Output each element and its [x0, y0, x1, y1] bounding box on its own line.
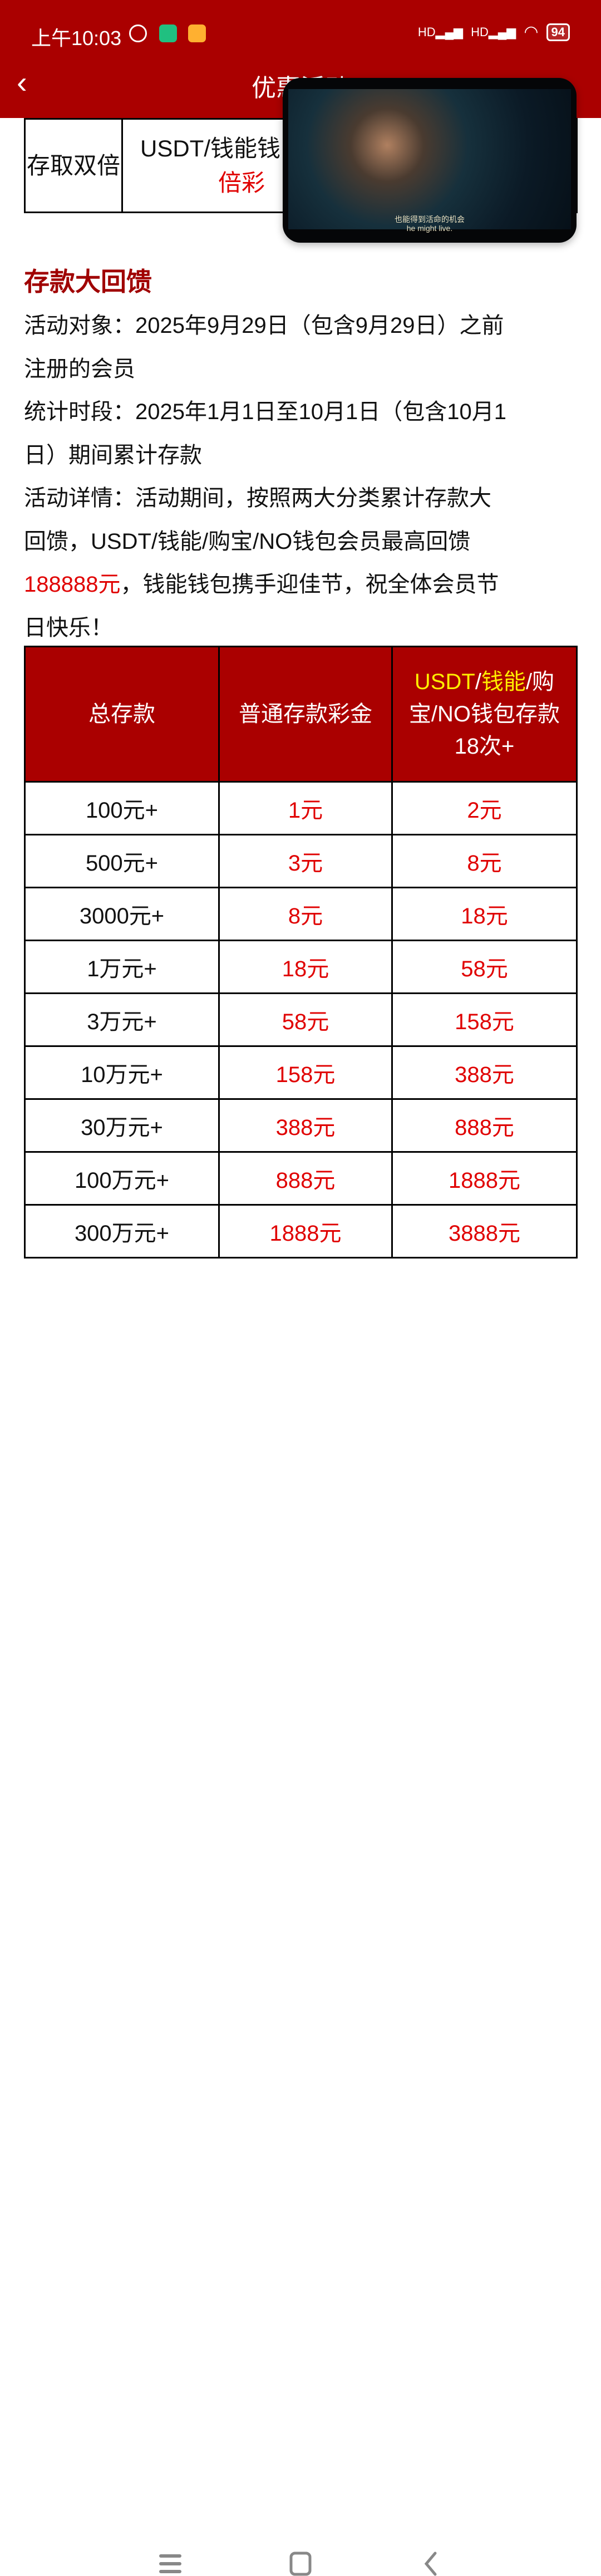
table-row: 3000元+ 8元 18元 [24, 887, 578, 941]
total-deposit-cell: 100万元+ [24, 1151, 220, 1206]
chevron-left-icon[interactable]: ‹ [17, 65, 27, 100]
table-row: 30万元+ 388元 888元 [24, 1098, 578, 1153]
normal-bonus-cell: 1元 [218, 781, 393, 835]
normal-bonus-cell: 888元 [218, 1151, 393, 1206]
video-subtitle-en: he might live. [406, 224, 453, 233]
header-total-deposit: 总存款 [24, 646, 220, 783]
wifi-icon: ◠ [524, 23, 539, 41]
header-wallet-bonus: USDT/钱能/购宝/NO钱包存款18次+ [391, 646, 578, 783]
deposit-bonus-table: 总存款 普通存款彩金 USDT/钱能/购宝/NO钱包存款18次+ 100元+ 1元… [24, 646, 578, 1258]
video-subtitle-cn: 也能得到活命的机会 [395, 215, 465, 224]
total-deposit-cell: 100元+ [24, 781, 220, 835]
wallet-bonus-cell: 388元 [391, 1045, 578, 1100]
table-row: 10万元+ 158元 388元 [24, 1045, 578, 1100]
status-indicators: HD▂▄▆ HD▂▄▆ ◠ 94 [418, 22, 570, 42]
total-deposit-cell: 1万元+ [24, 940, 220, 994]
total-deposit-cell: 3万元+ [24, 992, 220, 1047]
total-deposit-cell: 500元+ [24, 834, 220, 888]
wallet-bonus-cell: 1888元 [391, 1151, 578, 1206]
navigation-bar [0, 1264, 601, 2576]
row-label: 存取双倍 [24, 118, 123, 213]
section-heading: 存款大回馈 [24, 267, 152, 296]
total-deposit-cell: 3000元+ [24, 887, 220, 941]
max-bonus-highlight: 188888元 [24, 572, 121, 597]
status-time: 上午10:03 [31, 27, 122, 50]
floating-video-player[interactable]: 也能得到活命的机会 he might live. [283, 78, 577, 243]
back-icon[interactable] [418, 2552, 443, 2576]
table-row: 100元+ 1元 2元 [24, 781, 578, 835]
table-row: 100万元+ 888元 1888元 [24, 1151, 578, 1206]
security-shield-icon [159, 24, 177, 42]
total-deposit-cell: 10万元+ [24, 1045, 220, 1100]
battery-indicator: 94 [546, 23, 570, 41]
normal-bonus-cell: 3元 [218, 834, 393, 888]
text-line: 188888元，钱能钱包携手迎佳节，祝全体会员节 [24, 572, 499, 597]
wallet-bonus-cell: 3888元 [391, 1204, 578, 1258]
table-row: 3万元+ 58元 158元 [24, 992, 578, 1047]
activity-description: 活动对象：2025年9月29日（包含9月29日）之前 注册的会员 统计时段：20… [24, 304, 586, 650]
table-header-row: 总存款 普通存款彩金 USDT/钱能/购宝/NO钱包存款18次+ [24, 646, 578, 783]
total-deposit-cell: 300万元+ [24, 1204, 220, 1258]
text-line: 活动详情：活动期间，按照两大分类累计存款大 [24, 486, 491, 510]
wallet-bonus-cell: 158元 [391, 992, 578, 1047]
normal-bonus-cell: 8元 [218, 887, 393, 941]
normal-bonus-cell: 158元 [218, 1045, 393, 1100]
alarm-icon [129, 24, 147, 42]
wallet-bonus-cell: 58元 [391, 940, 578, 994]
signal-icon: HD▂▄▆ [471, 24, 516, 39]
table-row: 500元+ 3元 8元 [24, 834, 578, 888]
wallet-bonus-cell: 18元 [391, 887, 578, 941]
wallet-bonus-cell: 2元 [391, 781, 578, 835]
text-line: 注册的会员 [24, 356, 135, 381]
notes-app-icon [188, 24, 206, 42]
text-line: 回馈，USDT/钱能/购宝/NO钱包会员最高回馈 [24, 529, 471, 554]
signal-icon: HD▂▄▆ [417, 24, 464, 39]
normal-bonus-cell: 18元 [218, 940, 393, 994]
header-normal-bonus: 普通存款彩金 [218, 646, 393, 783]
menu-icon[interactable] [158, 2552, 183, 2576]
table-row: 1万元+ 18元 58元 [24, 940, 578, 994]
text-line: 活动对象：2025年9月29日（包含9月29日）之前 [24, 313, 504, 338]
home-icon[interactable] [288, 2552, 313, 2576]
wallet-bonus-cell: 8元 [391, 834, 578, 888]
text-line: 统计时段：2025年1月1日至10月1日（包含10月1 [24, 400, 506, 424]
video-frame [288, 89, 571, 229]
text-line: 日快乐！ [24, 615, 113, 640]
table-row: 300万元+ 1888元 3888元 [24, 1204, 578, 1258]
normal-bonus-cell: 388元 [218, 1098, 393, 1153]
text-line: 日）期间累计存款 [24, 443, 202, 468]
total-deposit-cell: 30万元+ [24, 1098, 220, 1153]
wallet-bonus-cell: 888元 [391, 1098, 578, 1153]
normal-bonus-cell: 1888元 [218, 1204, 393, 1258]
normal-bonus-cell: 58元 [218, 992, 393, 1047]
